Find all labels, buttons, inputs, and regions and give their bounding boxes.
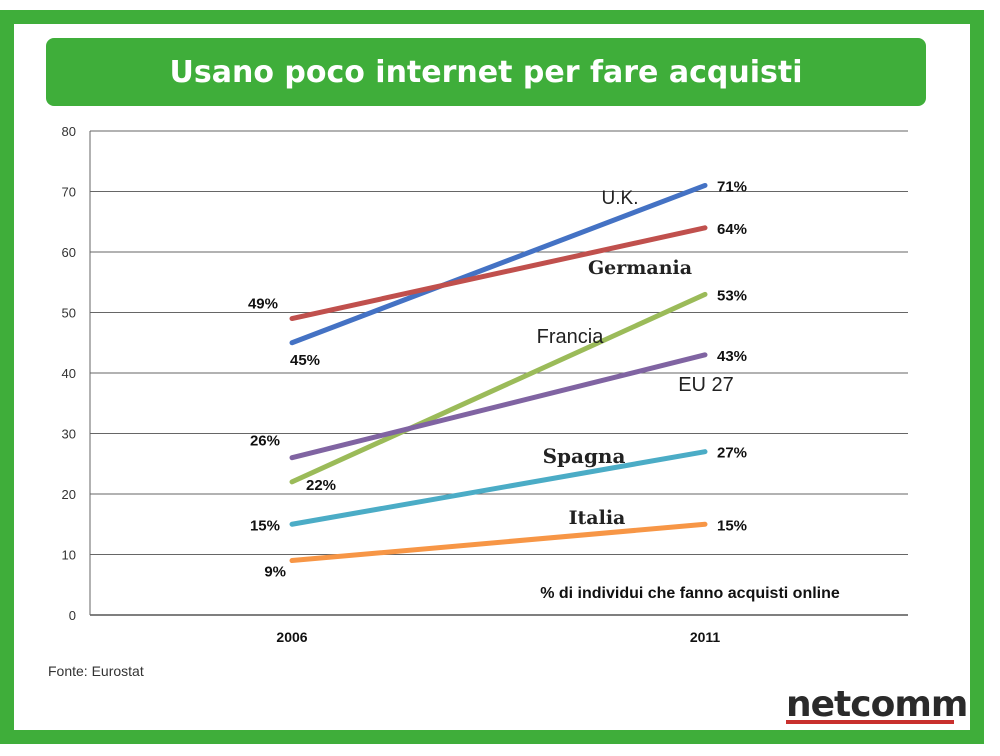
frame-border-top [0,10,984,24]
logo-underline [786,720,954,724]
frame-border-left [0,10,14,744]
y-tick-label: 20 [62,487,76,502]
y-tick-label: 60 [62,245,76,260]
y-tick-label: 50 [62,306,76,321]
title-bar: Usano poco internet per fare acquisti [46,38,926,106]
data-label: 9% [264,564,286,581]
frame-border-right [970,10,984,744]
series-line-eu-27 [289,352,708,461]
y-tick-label: 10 [62,548,76,563]
data-label: 22% [306,477,336,494]
series-line-germania [289,225,708,322]
frame-border-bottom [0,730,984,744]
y-tick-label: 80 [62,124,76,139]
series-name-label: Germania [588,257,692,279]
y-tick-label: 70 [62,185,76,200]
data-label: 15% [717,517,747,534]
series-name-label: Francia [537,326,605,348]
data-label: 64% [717,221,747,238]
data-label: 26% [250,433,280,450]
data-label: 27% [717,445,747,462]
netcomm-logo: netcomm [786,684,968,725]
x-tick-label: 2011 [690,629,721,645]
y-tick-label: 0 [69,608,76,623]
y-tick-label: 40 [62,366,76,381]
series-line-u-k- [289,182,708,346]
data-label: 15% [250,517,280,534]
chart-annotation: % di individui che fanno acquisti online [540,585,840,602]
series-name-label: Italia [569,507,626,529]
data-label: 49% [248,296,278,313]
series-name-label: Spagna [543,444,626,468]
series-name-label: EU 27 [678,374,734,396]
data-label: 53% [717,287,747,304]
data-label: 71% [717,178,747,195]
y-tick-label: 30 [62,427,76,442]
series-line-spagna [289,449,708,527]
data-label: 43% [717,348,747,365]
x-tick-label: 2006 [276,629,307,645]
data-label: 45% [290,352,320,369]
chart-title: Usano poco internet per fare acquisti [169,54,803,90]
series-name-label: U.K. [602,188,639,209]
series-line-italia [289,521,708,564]
series-line-francia [289,291,708,485]
source-note: Fonte: Eurostat [48,663,144,679]
